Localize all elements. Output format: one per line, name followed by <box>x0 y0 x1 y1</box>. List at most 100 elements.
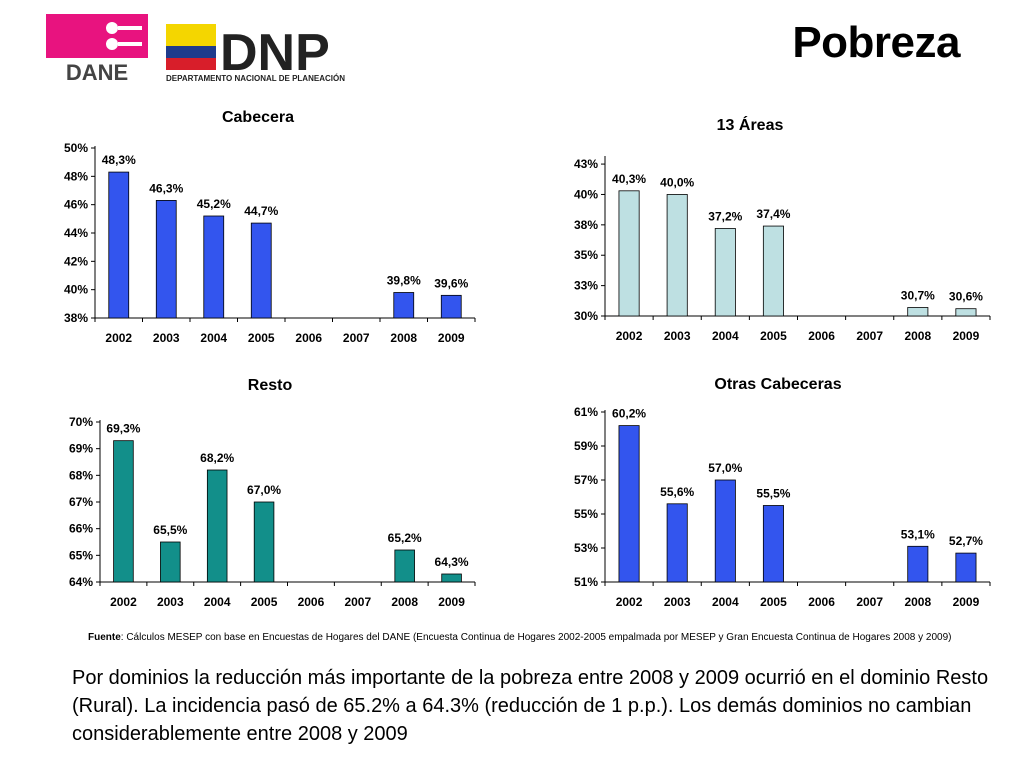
data-label: 69,3% <box>106 422 140 436</box>
y-tick-label: 61% <box>574 405 598 419</box>
bar <box>907 307 929 317</box>
x-tick-label: 2007 <box>856 329 883 343</box>
bar <box>113 440 134 583</box>
y-tick-label: 70% <box>69 415 93 429</box>
bar <box>394 549 415 583</box>
x-tick-label: 2004 <box>200 331 227 345</box>
x-tick-label: 2005 <box>760 595 787 609</box>
summary-text: Por dominios la reducción más importante… <box>72 667 989 745</box>
x-tick-label: 2003 <box>664 329 691 343</box>
bar <box>203 215 225 319</box>
y-tick-label: 53% <box>574 541 598 555</box>
bar <box>618 425 640 583</box>
data-label: 53,1% <box>901 527 935 541</box>
bar <box>441 573 462 583</box>
x-tick-label: 2004 <box>712 595 739 609</box>
dane-logo-text: DANE <box>66 60 128 82</box>
y-tick-label: 59% <box>574 439 598 453</box>
x-tick-label: 2006 <box>808 329 835 343</box>
x-tick-label: 2002 <box>110 595 137 609</box>
bar <box>762 225 784 317</box>
bar <box>955 552 977 583</box>
source-text: : Cálculos MESEP con base en Encuestas d… <box>120 632 952 643</box>
chart-title: Otras Cabeceras <box>714 376 841 393</box>
chart-resto: Resto 64% 65% 66% 67% 68% 69% 70% 2002 69,3% 2003 6… <box>69 377 476 609</box>
data-label: 64,3% <box>435 555 469 569</box>
data-label: 65,2% <box>388 531 422 545</box>
data-label: 39,8% <box>387 274 421 288</box>
bar <box>666 503 688 583</box>
x-tick-label: 2007 <box>343 331 370 345</box>
data-label: 46,3% <box>149 181 183 195</box>
y-tick-label: 44% <box>64 226 88 240</box>
chart-otras-cabeceras: Otras Cabeceras 51% 53% 55% 57% 59% 61% 2002 60,… <box>574 376 991 609</box>
bar <box>618 190 640 317</box>
source-note: Fuente: Cálculos MESEP con base en Encue… <box>88 632 988 643</box>
y-tick-label: 33% <box>574 279 598 293</box>
y-tick-label: 43% <box>574 157 598 171</box>
x-tick-label: 2005 <box>251 595 278 609</box>
data-label: 68,2% <box>200 451 234 465</box>
bar <box>440 294 462 319</box>
dnp-logo: DNP DEPARTAMENTO NACIONAL DE PLANEACIÓN <box>166 24 345 83</box>
x-tick-label: 2008 <box>391 595 418 609</box>
bar <box>155 200 177 319</box>
x-tick-label: 2002 <box>616 329 643 343</box>
page-title: Pobreza <box>792 18 960 67</box>
y-tick-label: 35% <box>574 248 598 262</box>
bar <box>393 292 415 319</box>
x-tick-label: 2008 <box>390 331 417 345</box>
chart-cabecera: Cabecera 38% 40% 42% 44% 46% 48% 50% 2002 48,3% 20… <box>64 109 476 345</box>
bar <box>250 222 272 319</box>
y-tick-label: 46% <box>64 198 88 212</box>
data-label: 52,7% <box>949 534 983 548</box>
data-label: 65,5% <box>153 523 187 537</box>
y-tick-label: 38% <box>574 218 598 232</box>
data-label: 45,2% <box>197 197 231 211</box>
x-tick-label: 2008 <box>904 329 931 343</box>
x-tick-label: 2003 <box>157 595 184 609</box>
chart-title: 13 Áreas <box>717 115 784 134</box>
y-tick-label: 64% <box>69 575 93 589</box>
x-tick-label: 2008 <box>904 595 931 609</box>
data-label: 37,4% <box>756 207 790 221</box>
x-tick-label: 2006 <box>808 595 835 609</box>
bar <box>666 194 688 317</box>
y-tick-label: 40% <box>64 283 88 297</box>
chart-title: Cabecera <box>222 109 294 126</box>
x-tick-label: 2009 <box>438 331 465 345</box>
x-tick-label: 2009 <box>953 329 980 343</box>
x-tick-label: 2002 <box>616 595 643 609</box>
bar <box>762 505 784 583</box>
y-tick-label: 48% <box>64 169 88 183</box>
x-tick-label: 2009 <box>438 595 465 609</box>
data-label: 30,6% <box>949 290 983 304</box>
data-label: 60,2% <box>612 407 646 421</box>
bar <box>253 501 275 583</box>
y-tick-label: 65% <box>69 548 93 562</box>
chart-13-areas: 13 Áreas 30% 33% 35% 38% 40% 43% 2002 40,3% 2003 4… <box>574 115 991 343</box>
x-tick-label: 2006 <box>295 331 322 345</box>
y-tick-label: 57% <box>574 473 598 487</box>
y-tick-label: 40% <box>574 187 598 201</box>
source-label: Fuente <box>88 632 121 643</box>
data-label: 55,5% <box>756 487 790 501</box>
x-tick-label: 2003 <box>664 595 691 609</box>
x-tick-label: 2007 <box>344 595 371 609</box>
data-label: 37,2% <box>708 209 742 223</box>
x-tick-label: 2009 <box>953 595 980 609</box>
y-tick-label: 30% <box>574 309 598 323</box>
bar <box>108 171 130 319</box>
y-tick-label: 42% <box>64 254 88 268</box>
data-label: 44,7% <box>244 204 278 218</box>
y-tick-label: 50% <box>64 141 88 155</box>
y-tick-label: 67% <box>69 495 93 509</box>
dnp-logo-text: DNP <box>220 24 330 82</box>
x-tick-label: 2005 <box>248 331 275 345</box>
y-tick-label: 66% <box>69 522 93 536</box>
y-tick-label: 69% <box>69 442 93 456</box>
data-label: 40,3% <box>612 172 646 186</box>
bar <box>907 545 929 583</box>
dane-logo: DANE <box>46 14 148 82</box>
x-tick-label: 2006 <box>298 595 325 609</box>
